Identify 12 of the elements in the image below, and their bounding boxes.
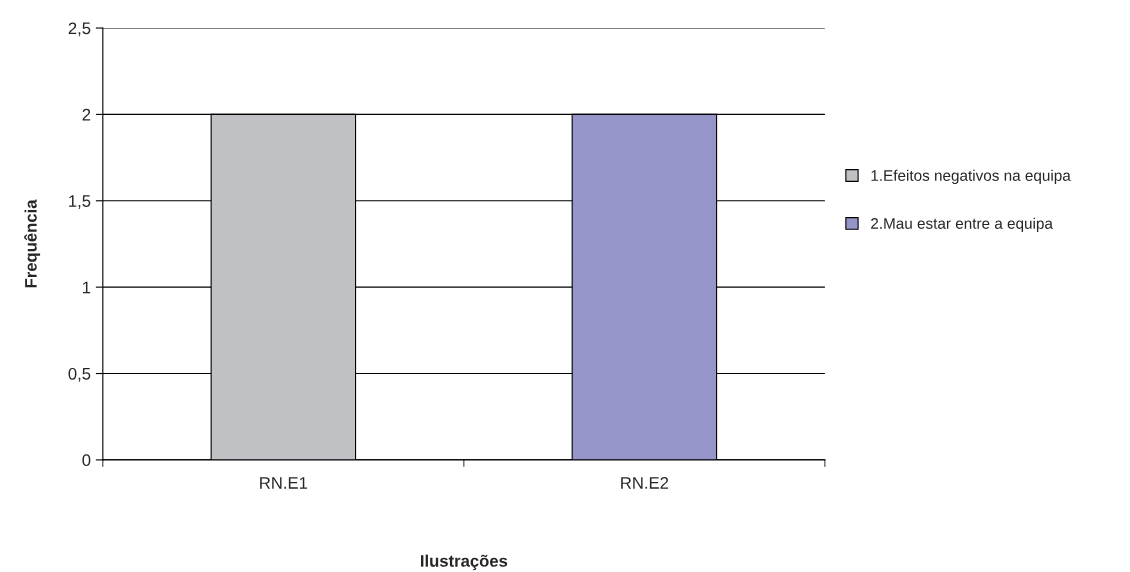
x-tick-label: RN.E2 (621, 476, 669, 489)
y-tick-label: 2 (82, 108, 91, 121)
legend-label: 2.Mau estar entre a equipa (871, 217, 1053, 232)
x-axis-title: Ilustrações (420, 554, 508, 571)
y-tick-label: 0 (82, 454, 91, 467)
legend-label: 1.Efeitos negativos na equipa (871, 169, 1071, 184)
y-tick-label: 1 (83, 281, 91, 294)
y-tick-label: 1,5 (69, 195, 91, 209)
x-tick-label: RN.E1 (260, 477, 308, 489)
y-axis-title: Frequência (24, 199, 41, 288)
y-tick-label: 0,5 (68, 367, 91, 382)
y-tick-label: 2,5 (68, 22, 91, 37)
